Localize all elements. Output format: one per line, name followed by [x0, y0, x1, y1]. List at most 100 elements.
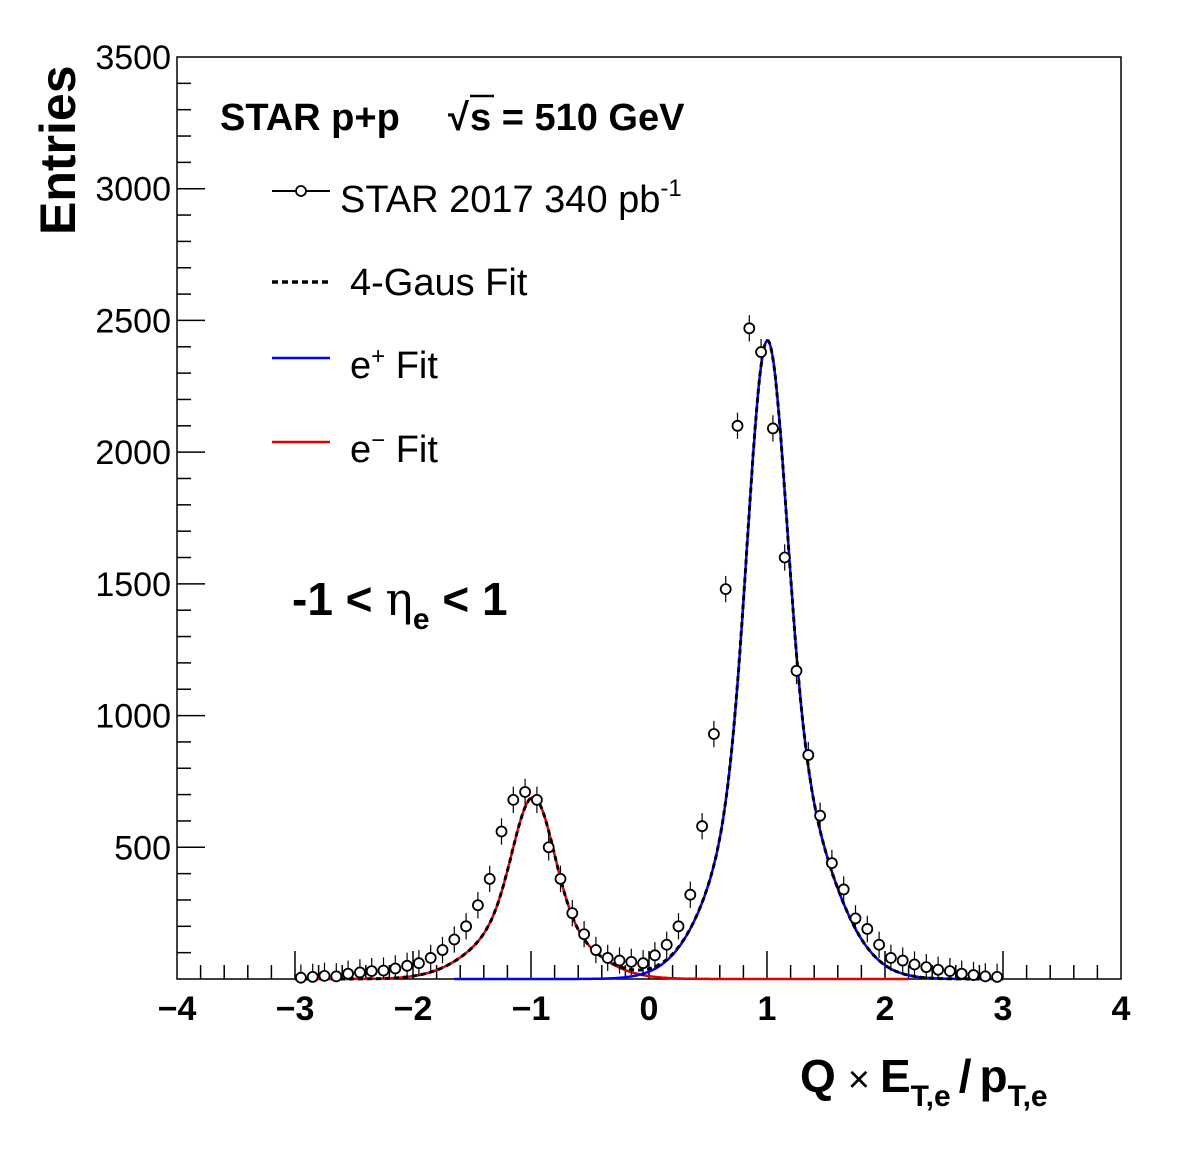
data-point — [755, 346, 767, 358]
data-point — [507, 793, 520, 806]
data-point — [613, 954, 626, 967]
data-point — [412, 957, 425, 970]
x-tick-label: 0 — [640, 990, 659, 1028]
legend-item-data: STAR 2017 340 pb-1 — [272, 175, 682, 221]
data-point — [318, 969, 331, 982]
y-axis-title: Entries — [30, 65, 86, 235]
legend-item-eminus: e− Fit — [272, 427, 438, 471]
x-tick-label: 4 — [1112, 990, 1131, 1028]
y-axis: 500 1000 1500 2000 2500 3000 3500 — [95, 39, 205, 954]
data-point — [932, 963, 944, 976]
data-point — [342, 967, 355, 980]
data-point — [566, 907, 579, 920]
legend-eplus-label: e+ Fit — [350, 343, 438, 387]
x-tick-label: −4 — [158, 990, 197, 1028]
data-point — [731, 419, 744, 432]
y-tick-label: 2500 — [95, 302, 171, 340]
data-point — [424, 952, 437, 964]
data-point — [778, 551, 791, 564]
y-tick-label: 1500 — [95, 566, 171, 604]
legend-eminus-label: e− Fit — [350, 427, 438, 471]
sqrt-symbol: √ — [448, 97, 469, 139]
data-point — [389, 962, 402, 975]
data-point — [955, 967, 968, 980]
y-tick-label: 3000 — [95, 171, 171, 209]
data-point — [436, 944, 449, 956]
legend-item-eplus: e+ Fit — [272, 343, 438, 387]
legend: STAR 2017 340 pb-1 4-Gaus Fit e+ Fit e− … — [272, 175, 682, 471]
data-point — [601, 952, 614, 964]
data-point — [519, 786, 531, 798]
energy-label: √ s = 510 GeV — [448, 94, 685, 139]
data-points — [294, 315, 1003, 984]
y-tick-label: 500 — [114, 829, 171, 867]
data-point — [908, 958, 921, 971]
data-point — [896, 954, 909, 967]
data-point — [590, 944, 602, 956]
data-point — [944, 965, 956, 977]
data-point — [365, 965, 378, 977]
data-point — [696, 820, 708, 833]
legend-data-label: STAR 2017 340 pb-1 — [340, 175, 682, 221]
y-tick-label: 1000 — [95, 698, 171, 736]
data-point — [873, 938, 885, 951]
total-fit-curve — [295, 339, 1003, 981]
data-point — [885, 952, 897, 964]
y-tick-label: 2000 — [95, 434, 171, 472]
energy-value: s = 510 GeV — [470, 97, 685, 139]
data-point — [294, 971, 307, 984]
data-point — [826, 857, 838, 869]
data-point — [306, 970, 319, 983]
data-point — [979, 970, 992, 983]
x-tick-label: −3 — [276, 990, 315, 1028]
data-point — [861, 923, 874, 935]
data-point — [684, 888, 697, 901]
x-axis: −4 −3 −2 −1 0 1 2 3 4 — [158, 951, 1131, 1028]
data-point — [330, 970, 343, 983]
x-tick-label: −1 — [512, 990, 551, 1028]
e-plus-fit-curve — [454, 339, 1003, 981]
data-point — [460, 920, 473, 933]
data-point — [495, 825, 508, 838]
data-point — [448, 933, 461, 946]
data-point — [401, 959, 414, 972]
data-point — [353, 966, 366, 979]
legend-fit-label: 4-Gaus Fit — [350, 262, 528, 304]
x-tick-label: 2 — [876, 990, 895, 1028]
data-point — [542, 841, 555, 854]
data-point — [743, 322, 756, 335]
data-point — [531, 793, 543, 806]
eta-cut-label: -1 < ηe < 1 — [292, 572, 508, 636]
x-axis-title: Q × ET,e / pT,e — [800, 1050, 1048, 1113]
data-point — [814, 809, 826, 822]
data-point — [672, 920, 685, 933]
data-point — [554, 872, 567, 885]
data-point — [578, 928, 590, 941]
e-minus-fit-curve — [295, 796, 909, 981]
data-point — [837, 883, 850, 896]
data-point — [967, 969, 980, 981]
data-point — [377, 964, 390, 977]
x-tick-label: 1 — [758, 990, 777, 1028]
data-point — [767, 422, 779, 435]
experiment-label: STAR p+p — [220, 97, 400, 139]
data-point — [920, 961, 933, 974]
data-point — [708, 728, 720, 740]
fit-curves — [295, 339, 1003, 981]
data-point — [471, 899, 484, 912]
data-point — [637, 957, 649, 970]
data-point — [649, 949, 661, 962]
x-tick-label: −2 — [394, 990, 433, 1028]
legend-data-marker — [295, 185, 307, 197]
data-point — [625, 955, 638, 968]
data-point — [719, 583, 732, 596]
y-tick-label: 3500 — [95, 39, 171, 77]
data-point — [849, 912, 862, 925]
data-point — [483, 872, 496, 885]
legend-item-fit: 4-Gaus Fit — [272, 262, 528, 304]
data-point — [991, 970, 1003, 983]
x-tick-label: 3 — [994, 990, 1013, 1028]
data-point — [660, 938, 673, 951]
data-point — [790, 664, 803, 677]
